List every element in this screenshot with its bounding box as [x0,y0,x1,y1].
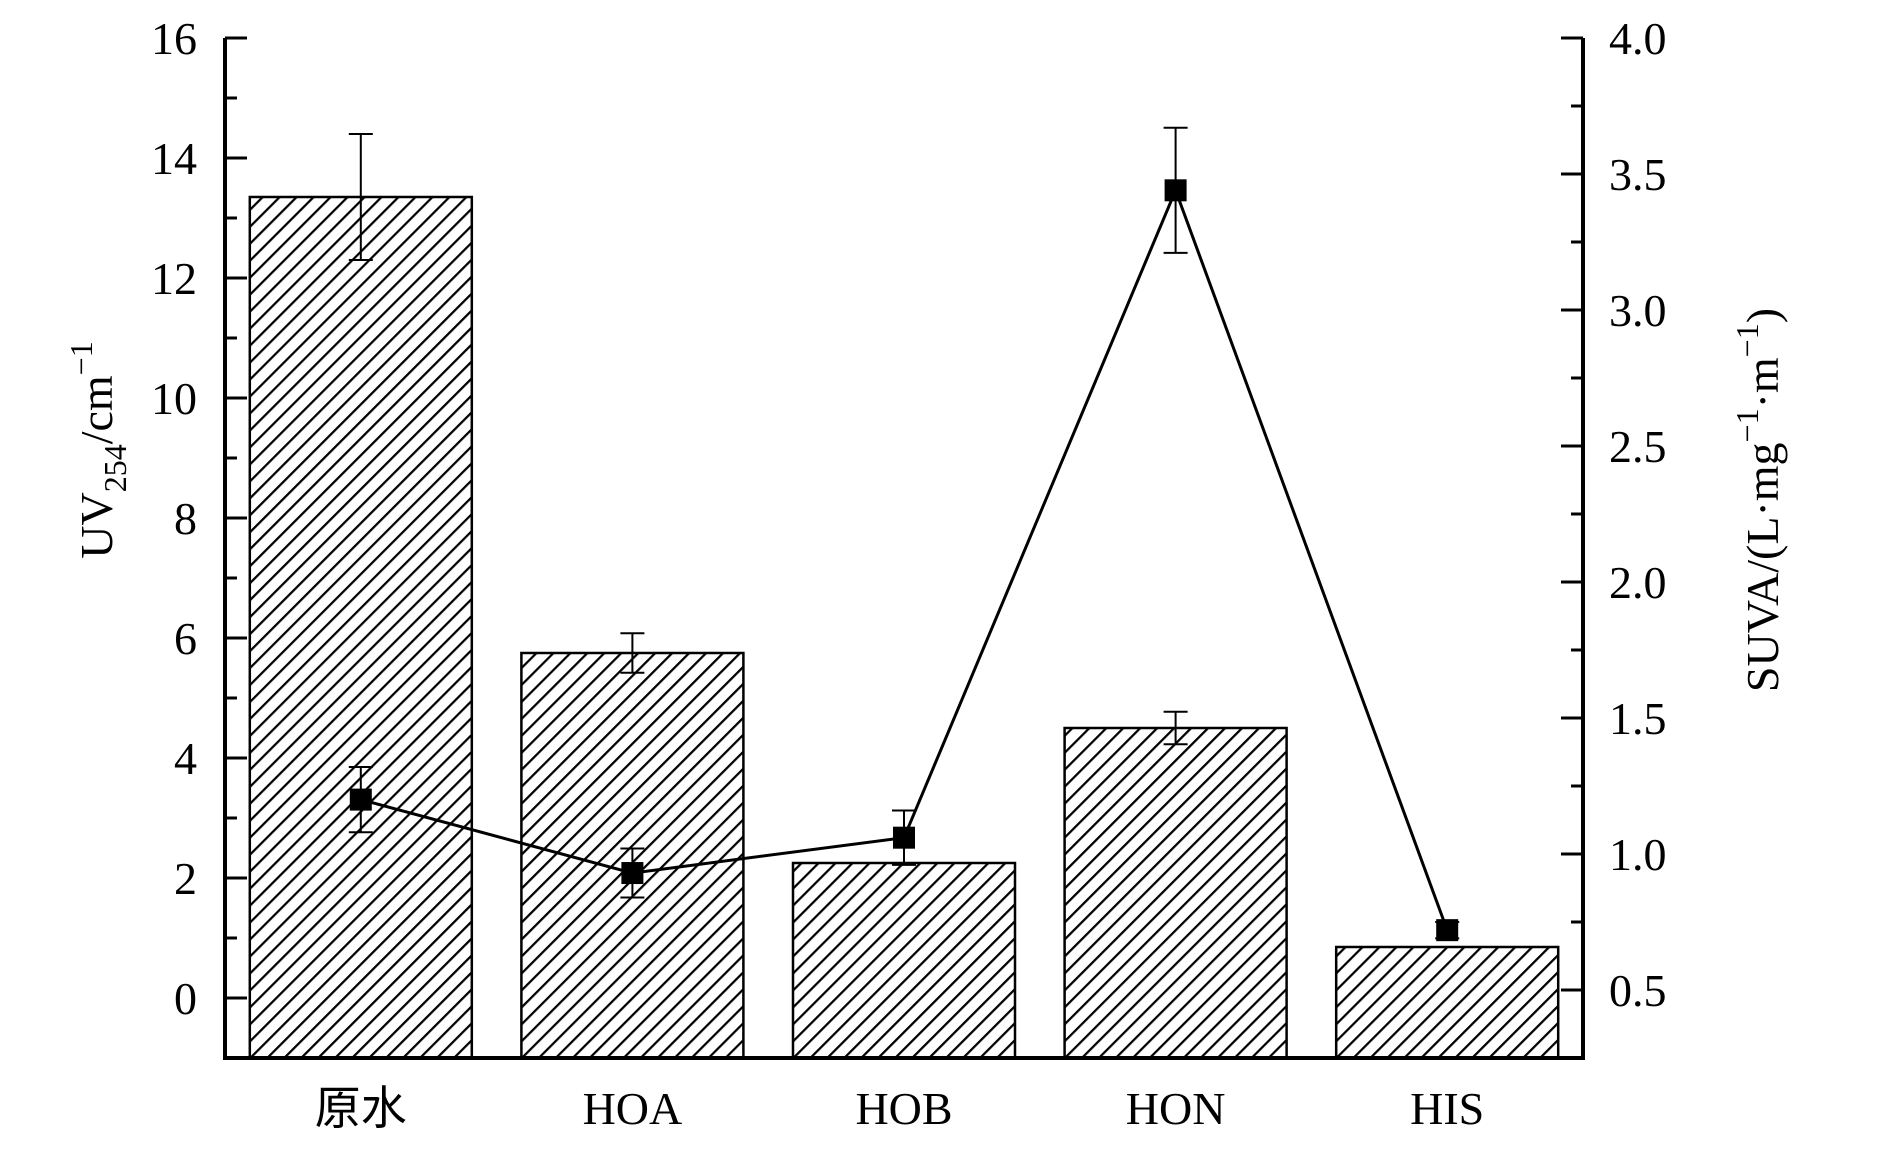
category-label-0: 原水 [315,1083,407,1134]
bar-3 [1063,726,1288,1060]
category-label-4: HIS [1410,1083,1484,1134]
axes-layer: 0 2 4 6 8 10 12 14 16 0.5 1.0 1.5 2.0 2.5 3.0 3.5 4.0 原水 H… [151,13,1667,1134]
left-tick-label-3: 6 [174,613,197,664]
category-label-2: HOB [855,1083,952,1134]
right-tick-label-4: 2.5 [1609,421,1667,472]
suva-point-4 [1436,919,1459,942]
left-tick-label-1: 2 [174,853,197,904]
bar-error-1 [620,632,645,674]
left-axis-title: UV254/cm−1 [63,341,133,558]
left-tick-label-5: 10 [151,373,197,424]
right-tick-label-5: 3.0 [1609,285,1667,336]
suva-point-0 [349,788,372,811]
bar-0 [248,195,474,1060]
left-tick-label-0: 0 [174,973,197,1024]
category-label-3: HON [1126,1083,1226,1134]
left-tick-label-8: 16 [151,13,197,64]
suva-line-layer [348,126,1460,942]
bar-4 [1334,945,1560,1060]
left-tick-label-2: 4 [174,733,197,784]
bar-error-3 [1163,710,1188,746]
right-tick-label-6: 3.5 [1609,149,1667,200]
left-tick-label-7: 14 [151,133,197,184]
bars-layer [248,133,1560,1060]
category-label-1: HOA [583,1083,683,1134]
right-tick-label-7: 4.0 [1609,13,1667,64]
right-axis-title: SUVA/(L·mg−1·m−1) [1729,308,1788,692]
suva-point-1 [621,862,644,885]
suva-point-2 [893,826,915,849]
suva-point-3 [1164,179,1187,202]
left-tick-label-4: 8 [174,493,197,544]
right-tick-label-1: 1.0 [1609,829,1667,880]
left-tick-label-6: 12 [151,253,197,304]
bar-2 [791,861,1017,1060]
right-tick-label-3: 2.0 [1609,557,1667,608]
right-tick-label-2: 1.5 [1609,693,1667,744]
bar-error-0 [348,133,373,261]
right-tick-label-0: 0.5 [1609,965,1667,1016]
